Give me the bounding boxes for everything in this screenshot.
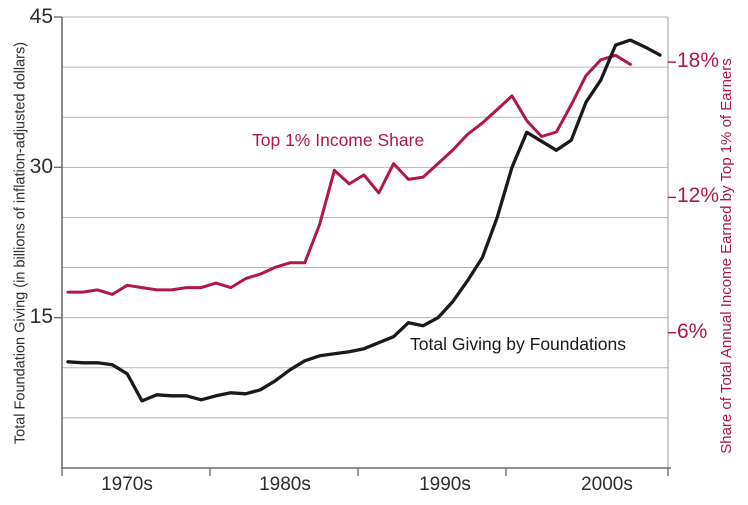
right-axis-tick-6pct: 6% [677,320,708,343]
series-label-total-giving-by-foundations: Total Giving by Foundations [410,334,626,354]
line-total-giving-by-foundations [66,38,662,403]
right-axis-title: Share of Total Annual Income Earned by T… [718,58,736,454]
left-axis-tick-45: 45 [29,5,53,28]
x-axis-label-2000s: 2000s [581,474,633,495]
left-axis-tick-30: 30 [29,155,53,178]
right-axis-tick-18pct: 18% [677,49,720,72]
x-axis-label-1990s: 1990s [419,474,471,495]
x-axis-label-1970s: 1970s [101,474,153,495]
line-top1pct-income-share [66,53,632,296]
series-label-top1pct-income-share: Top 1% Income Share [252,130,425,150]
right-axis-tick-12pct: 12% [677,184,720,207]
x-axis-label-1980s: 1980s [259,474,311,495]
left-axis-title: Total Foundation Giving (in billions of … [12,41,29,445]
left-axis-tick-15: 15 [29,305,53,328]
